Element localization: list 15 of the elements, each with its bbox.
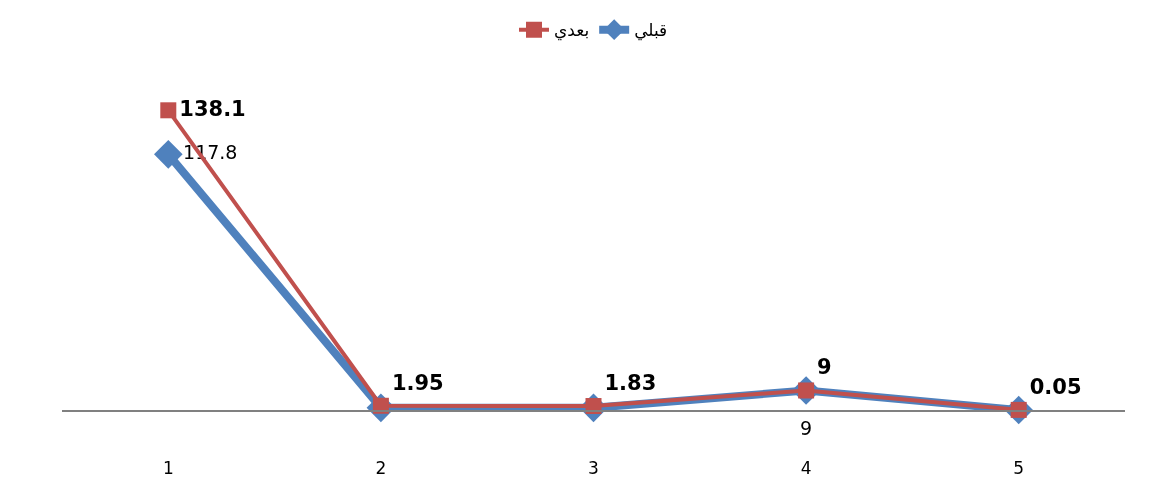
data-label: 1.95 <box>391 370 444 395</box>
point <box>160 102 177 119</box>
data-label: 1.83 <box>604 370 657 395</box>
x-tick-label: 1 <box>162 458 174 479</box>
data-label: 9 <box>800 417 813 439</box>
data-label: 0.05 <box>1029 374 1082 399</box>
x-tick-label: 4 <box>800 458 812 479</box>
x-tick-label: 3 <box>588 458 599 479</box>
legend-label: قبلي <box>634 20 668 42</box>
data-label: 9 <box>817 355 832 380</box>
legend-label: بعدي <box>554 20 590 42</box>
data-label: 138.1 <box>179 96 246 121</box>
x-tick-label: 5 <box>1013 458 1025 479</box>
point <box>154 140 183 169</box>
x-tick-label: 2 <box>375 458 387 479</box>
